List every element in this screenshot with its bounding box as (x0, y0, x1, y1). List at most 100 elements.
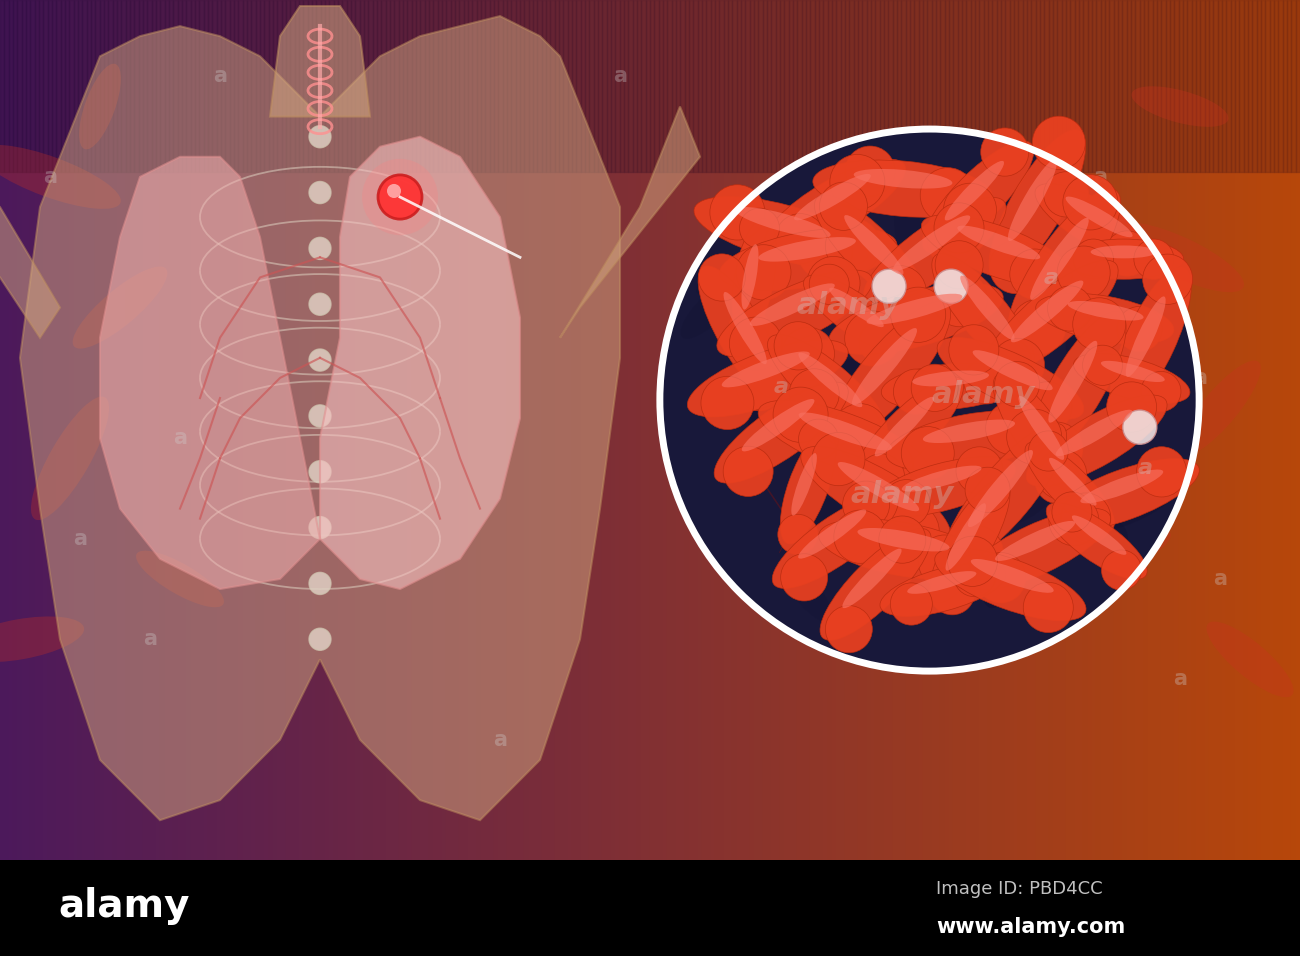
Circle shape (809, 264, 849, 304)
Bar (936, 0, 940, 860)
Bar (43, 0, 48, 860)
Bar (711, 0, 715, 860)
Circle shape (1061, 493, 1110, 543)
Bar (867, 0, 871, 172)
Ellipse shape (931, 407, 971, 445)
Circle shape (1023, 582, 1074, 633)
Bar (906, 0, 910, 860)
Circle shape (1049, 495, 1098, 546)
Circle shape (1071, 503, 1112, 543)
Bar (667, 0, 672, 860)
Bar (234, 0, 238, 860)
Bar (1192, 0, 1196, 172)
Bar (1057, 0, 1062, 172)
Bar (806, 0, 810, 860)
Bar (702, 0, 706, 172)
Bar (784, 0, 789, 172)
Bar (208, 0, 212, 860)
Text: a: a (213, 66, 228, 86)
Bar (381, 0, 386, 860)
Ellipse shape (994, 521, 1075, 561)
Circle shape (930, 570, 975, 615)
Circle shape (984, 337, 1032, 386)
Circle shape (774, 322, 822, 370)
Bar (121, 0, 126, 172)
Ellipse shape (854, 169, 953, 188)
Bar (945, 0, 949, 172)
Ellipse shape (1131, 86, 1228, 127)
Bar (1088, 0, 1092, 172)
Bar (143, 0, 147, 172)
Bar (893, 0, 897, 172)
Bar (1144, 0, 1148, 860)
Ellipse shape (1110, 267, 1191, 414)
Bar (438, 0, 442, 860)
Circle shape (933, 203, 984, 253)
Bar (646, 0, 650, 172)
Ellipse shape (893, 215, 970, 271)
Bar (464, 0, 468, 860)
Bar (390, 0, 394, 172)
Ellipse shape (698, 266, 784, 399)
Bar (845, 0, 849, 172)
Bar (152, 0, 156, 172)
Circle shape (965, 467, 1010, 512)
Bar (338, 0, 342, 172)
Ellipse shape (1179, 360, 1261, 456)
Ellipse shape (722, 352, 810, 387)
Bar (836, 0, 841, 172)
Bar (407, 0, 412, 172)
Bar (589, 0, 594, 860)
Bar (585, 0, 589, 172)
Bar (9, 0, 13, 860)
Bar (147, 0, 152, 860)
Bar (888, 0, 893, 860)
Bar (347, 0, 351, 860)
Bar (1031, 0, 1036, 172)
Bar (22, 0, 26, 860)
Bar (754, 0, 758, 172)
Bar (43, 0, 48, 172)
Ellipse shape (1035, 184, 1158, 264)
Bar (854, 0, 858, 172)
Bar (745, 0, 750, 172)
Bar (1205, 0, 1209, 860)
Circle shape (1141, 372, 1180, 412)
Bar (39, 0, 43, 172)
Bar (1079, 0, 1083, 172)
Bar (260, 0, 264, 860)
Circle shape (361, 159, 438, 235)
Bar (698, 0, 702, 172)
Bar (290, 0, 295, 860)
Ellipse shape (1067, 301, 1144, 320)
Bar (329, 0, 334, 860)
Bar (576, 0, 581, 172)
Circle shape (378, 175, 422, 219)
Bar (17, 0, 22, 172)
Bar (503, 0, 507, 172)
Bar (650, 0, 654, 172)
Bar (641, 0, 646, 172)
Bar (927, 0, 932, 172)
Ellipse shape (1098, 495, 1171, 532)
Bar (1088, 0, 1092, 860)
Bar (1218, 0, 1222, 860)
Bar (780, 0, 784, 172)
Bar (61, 0, 65, 860)
Bar (303, 0, 308, 860)
Bar (1153, 0, 1157, 860)
Ellipse shape (815, 195, 926, 307)
Ellipse shape (952, 466, 989, 494)
Ellipse shape (829, 288, 884, 327)
Ellipse shape (309, 237, 332, 259)
Bar (1196, 0, 1200, 172)
Bar (52, 0, 56, 172)
Ellipse shape (719, 228, 897, 291)
Bar (147, 0, 152, 172)
Bar (160, 0, 165, 172)
Bar (919, 0, 923, 172)
Ellipse shape (897, 262, 940, 353)
Bar (624, 0, 628, 172)
Bar (126, 0, 130, 860)
Bar (451, 0, 455, 172)
